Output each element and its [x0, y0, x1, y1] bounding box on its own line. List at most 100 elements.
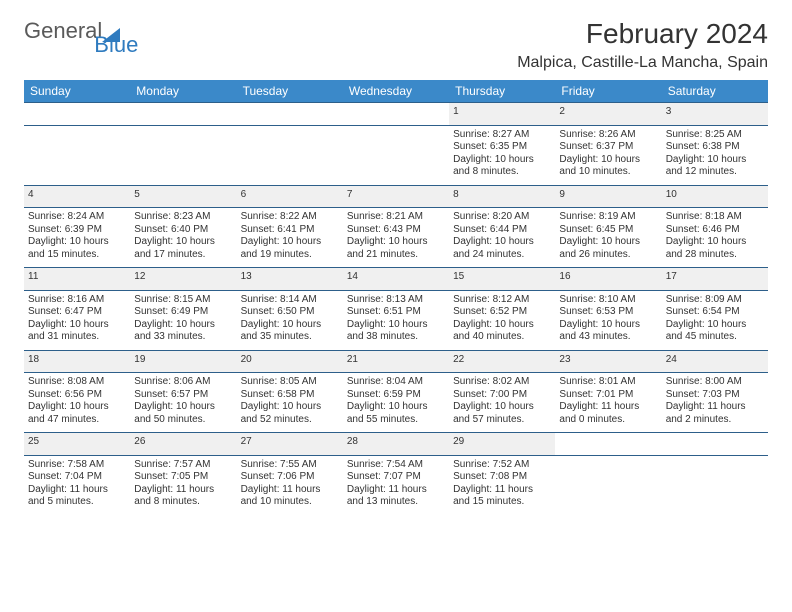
sunset-line: Sunset: 6:39 PM	[28, 224, 126, 237]
day-number: 10	[662, 185, 768, 208]
day-number: 26	[130, 433, 236, 456]
sunset-line: Sunset: 6:51 PM	[347, 306, 445, 319]
day-number: 18	[24, 350, 130, 373]
weekday-header-row: SundayMondayTuesdayWednesdayThursdayFrid…	[24, 80, 768, 103]
sunrise-line: Sunrise: 7:58 AM	[28, 459, 126, 472]
day-cell	[662, 455, 768, 515]
daylight-line: Daylight: 10 hours and 19 minutes.	[241, 236, 339, 261]
sunset-line: Sunset: 6:43 PM	[347, 224, 445, 237]
day-cell: Sunrise: 8:15 AMSunset: 6:49 PMDaylight:…	[130, 290, 236, 350]
sunrise-line: Sunrise: 8:27 AM	[453, 129, 551, 142]
sunset-line: Sunset: 6:41 PM	[241, 224, 339, 237]
sunrise-line: Sunrise: 8:23 AM	[134, 211, 232, 224]
day-cell: Sunrise: 8:25 AMSunset: 6:38 PMDaylight:…	[662, 125, 768, 185]
day-number	[343, 103, 449, 126]
daylight-line: Daylight: 10 hours and 12 minutes.	[666, 154, 764, 179]
day-number: 5	[130, 185, 236, 208]
daylight-line: Daylight: 10 hours and 45 minutes.	[666, 319, 764, 344]
sunset-line: Sunset: 6:37 PM	[559, 141, 657, 154]
sunrise-line: Sunrise: 8:21 AM	[347, 211, 445, 224]
weekday-header: Monday	[130, 80, 236, 103]
daylight-line: Daylight: 10 hours and 15 minutes.	[28, 236, 126, 261]
day-number: 14	[343, 268, 449, 291]
daynum-row: 45678910	[24, 185, 768, 208]
sunrise-line: Sunrise: 7:54 AM	[347, 459, 445, 472]
daylight-line: Daylight: 10 hours and 28 minutes.	[666, 236, 764, 261]
day-cell: Sunrise: 8:04 AMSunset: 6:59 PMDaylight:…	[343, 373, 449, 433]
sunset-line: Sunset: 7:07 PM	[347, 471, 445, 484]
daylight-line: Daylight: 10 hours and 35 minutes.	[241, 319, 339, 344]
daylight-line: Daylight: 10 hours and 33 minutes.	[134, 319, 232, 344]
sunset-line: Sunset: 6:53 PM	[559, 306, 657, 319]
day-cell: Sunrise: 8:01 AMSunset: 7:01 PMDaylight:…	[555, 373, 661, 433]
sunset-line: Sunset: 6:58 PM	[241, 389, 339, 402]
sunset-line: Sunset: 6:46 PM	[666, 224, 764, 237]
day-number	[24, 103, 130, 126]
daylight-line: Daylight: 11 hours and 10 minutes.	[241, 484, 339, 509]
day-cell	[343, 125, 449, 185]
day-number: 28	[343, 433, 449, 456]
sunset-line: Sunset: 6:44 PM	[453, 224, 551, 237]
day-cell: Sunrise: 8:00 AMSunset: 7:03 PMDaylight:…	[662, 373, 768, 433]
weekday-header: Saturday	[662, 80, 768, 103]
day-cell: Sunrise: 8:09 AMSunset: 6:54 PMDaylight:…	[662, 290, 768, 350]
daynum-row: 2526272829	[24, 433, 768, 456]
day-cell: Sunrise: 8:27 AMSunset: 6:35 PMDaylight:…	[449, 125, 555, 185]
weekday-header: Sunday	[24, 80, 130, 103]
day-cell: Sunrise: 8:24 AMSunset: 6:39 PMDaylight:…	[24, 208, 130, 268]
sunset-line: Sunset: 6:35 PM	[453, 141, 551, 154]
title-block: February 2024 Malpica, Castille-La Manch…	[517, 18, 768, 72]
day-cell: Sunrise: 8:16 AMSunset: 6:47 PMDaylight:…	[24, 290, 130, 350]
day-number: 19	[130, 350, 236, 373]
sunrise-line: Sunrise: 8:14 AM	[241, 294, 339, 307]
logo-general: General	[24, 18, 102, 44]
sunrise-line: Sunrise: 8:25 AM	[666, 129, 764, 142]
day-cell	[555, 455, 661, 515]
daylight-line: Daylight: 11 hours and 0 minutes.	[559, 401, 657, 426]
day-cell: Sunrise: 7:54 AMSunset: 7:07 PMDaylight:…	[343, 455, 449, 515]
day-number: 1	[449, 103, 555, 126]
sunset-line: Sunset: 7:08 PM	[453, 471, 551, 484]
daynum-row: 11121314151617	[24, 268, 768, 291]
day-cell: Sunrise: 7:57 AMSunset: 7:05 PMDaylight:…	[130, 455, 236, 515]
weekday-header: Wednesday	[343, 80, 449, 103]
day-number: 8	[449, 185, 555, 208]
sunset-line: Sunset: 6:45 PM	[559, 224, 657, 237]
day-number: 4	[24, 185, 130, 208]
day-cell: Sunrise: 8:12 AMSunset: 6:52 PMDaylight:…	[449, 290, 555, 350]
day-number	[555, 433, 661, 456]
weekday-header: Thursday	[449, 80, 555, 103]
day-number: 25	[24, 433, 130, 456]
sunset-line: Sunset: 6:47 PM	[28, 306, 126, 319]
day-cell: Sunrise: 7:55 AMSunset: 7:06 PMDaylight:…	[237, 455, 343, 515]
daylight-line: Daylight: 10 hours and 40 minutes.	[453, 319, 551, 344]
sunrise-line: Sunrise: 8:15 AM	[134, 294, 232, 307]
daylight-line: Daylight: 10 hours and 55 minutes.	[347, 401, 445, 426]
sunset-line: Sunset: 6:49 PM	[134, 306, 232, 319]
daylight-line: Daylight: 10 hours and 8 minutes.	[453, 154, 551, 179]
daylight-line: Daylight: 10 hours and 50 minutes.	[134, 401, 232, 426]
sunset-line: Sunset: 6:57 PM	[134, 389, 232, 402]
sunrise-line: Sunrise: 8:24 AM	[28, 211, 126, 224]
daylight-line: Daylight: 11 hours and 13 minutes.	[347, 484, 445, 509]
daylight-line: Daylight: 11 hours and 5 minutes.	[28, 484, 126, 509]
sunrise-line: Sunrise: 8:09 AM	[666, 294, 764, 307]
day-cell: Sunrise: 8:06 AMSunset: 6:57 PMDaylight:…	[130, 373, 236, 433]
sunrise-line: Sunrise: 8:13 AM	[347, 294, 445, 307]
calendar-table: SundayMondayTuesdayWednesdayThursdayFrid…	[24, 80, 768, 515]
sunset-line: Sunset: 7:01 PM	[559, 389, 657, 402]
daylight-line: Daylight: 10 hours and 38 minutes.	[347, 319, 445, 344]
day-number: 17	[662, 268, 768, 291]
daylight-line: Daylight: 10 hours and 17 minutes.	[134, 236, 232, 261]
day-number	[662, 433, 768, 456]
sunset-line: Sunset: 6:52 PM	[453, 306, 551, 319]
day-number: 3	[662, 103, 768, 126]
sunrise-line: Sunrise: 8:08 AM	[28, 376, 126, 389]
day-number: 11	[24, 268, 130, 291]
daylight-line: Daylight: 11 hours and 8 minutes.	[134, 484, 232, 509]
logo: General Blue	[24, 18, 166, 44]
day-cell: Sunrise: 8:05 AMSunset: 6:58 PMDaylight:…	[237, 373, 343, 433]
daylight-line: Daylight: 10 hours and 21 minutes.	[347, 236, 445, 261]
day-number: 16	[555, 268, 661, 291]
daylight-line: Daylight: 10 hours and 43 minutes.	[559, 319, 657, 344]
